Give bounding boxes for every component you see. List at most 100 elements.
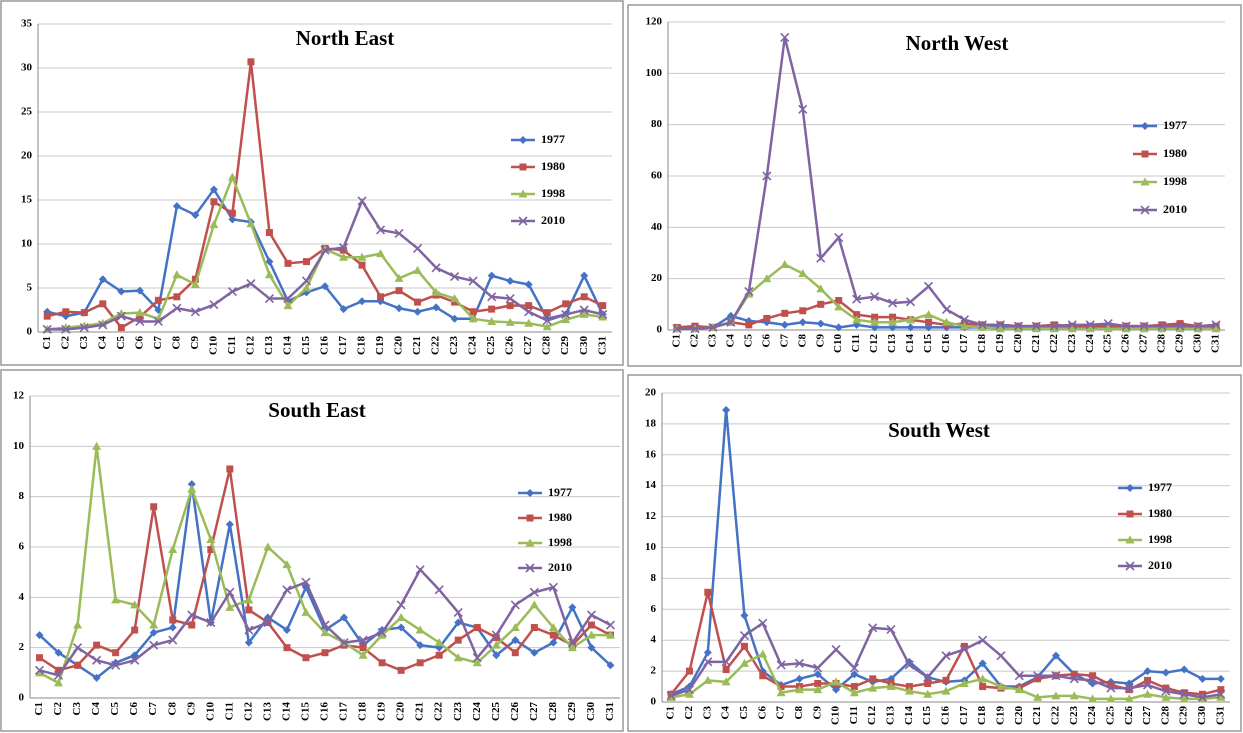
marker bbox=[135, 316, 145, 327]
x-tick-label: C8 bbox=[166, 702, 178, 716]
marker bbox=[586, 610, 597, 620]
marker bbox=[518, 189, 528, 198]
marker bbox=[245, 606, 253, 614]
marker bbox=[416, 659, 424, 667]
marker bbox=[1143, 667, 1152, 676]
chart-panel: 0 2 4 6 8 10 12 14 16 18 20 C1 C2 C3 C4 C5 C6 C7 C8 C9 C10 C1… bbox=[627, 374, 1242, 732]
x-tick-label: C22 bbox=[1048, 334, 1060, 353]
x-tick-label: C2 bbox=[688, 334, 700, 348]
chart-panel: 0 2 4 6 8 10 12 C1 C2 C3 C4 C5 C6 C7 C8 C9 C10 C11 C12 C13 C… bbox=[0, 369, 624, 732]
marker bbox=[130, 655, 140, 665]
marker bbox=[487, 271, 496, 280]
marker bbox=[247, 58, 255, 66]
marker bbox=[98, 275, 107, 284]
legend-label: 1998 bbox=[1163, 174, 1187, 188]
x-tick-label: C21 bbox=[1031, 706, 1043, 725]
x-tick-label: C28 bbox=[547, 702, 559, 721]
legend-label: 1977 bbox=[541, 132, 565, 146]
marker bbox=[813, 670, 822, 679]
marker bbox=[942, 676, 950, 684]
x-tick-label: C13 bbox=[263, 336, 275, 355]
marker bbox=[450, 271, 460, 282]
marker bbox=[92, 655, 102, 665]
marker bbox=[130, 600, 140, 609]
x-tick-label: C24 bbox=[1086, 706, 1098, 725]
x-tick-label: C27 bbox=[522, 336, 534, 355]
marker bbox=[227, 286, 237, 297]
marker bbox=[302, 258, 310, 266]
marker bbox=[168, 545, 178, 554]
marker bbox=[1049, 324, 1059, 333]
marker bbox=[149, 640, 159, 650]
legend-label: 2010 bbox=[548, 560, 572, 574]
marker bbox=[780, 260, 790, 269]
x-tick-label: C12 bbox=[868, 334, 880, 353]
marker bbox=[942, 317, 951, 326]
marker bbox=[923, 672, 933, 682]
marker bbox=[587, 621, 595, 629]
marker bbox=[816, 253, 826, 263]
marker bbox=[816, 319, 825, 328]
x-tick-label: C14 bbox=[903, 706, 915, 725]
x-tick-label: C30 bbox=[585, 702, 597, 721]
marker bbox=[813, 663, 823, 673]
marker bbox=[777, 683, 785, 691]
marker bbox=[798, 318, 807, 327]
marker bbox=[320, 245, 330, 255]
marker bbox=[996, 651, 1006, 661]
marker bbox=[34, 665, 45, 675]
marker bbox=[1070, 670, 1078, 678]
marker bbox=[888, 298, 898, 308]
x-tick-label: C30 bbox=[1192, 334, 1204, 353]
x-tick-label: C29 bbox=[1174, 334, 1186, 353]
marker bbox=[340, 246, 348, 254]
chart-title: South East bbox=[268, 398, 365, 422]
marker bbox=[472, 658, 482, 667]
x-tick-label: C17 bbox=[337, 336, 349, 355]
legend-label: 1980 bbox=[541, 159, 565, 173]
marker bbox=[487, 292, 497, 302]
marker bbox=[758, 618, 768, 628]
y-tick-label: 60 bbox=[651, 170, 663, 182]
marker bbox=[510, 600, 520, 610]
marker bbox=[358, 297, 367, 306]
marker bbox=[704, 588, 712, 596]
marker bbox=[1175, 321, 1185, 331]
x-tick-label: C6 bbox=[133, 336, 145, 350]
x-tick-label: C5 bbox=[742, 334, 754, 348]
marker bbox=[814, 679, 822, 687]
marker bbox=[721, 677, 731, 686]
marker bbox=[191, 275, 199, 283]
marker bbox=[246, 219, 256, 228]
marker bbox=[762, 171, 772, 181]
marker bbox=[209, 185, 218, 194]
marker bbox=[978, 674, 988, 683]
marker bbox=[207, 546, 215, 554]
marker bbox=[301, 607, 311, 616]
marker bbox=[519, 163, 527, 171]
marker bbox=[832, 685, 841, 694]
marker bbox=[116, 311, 126, 321]
marker bbox=[871, 313, 879, 321]
marker bbox=[525, 563, 535, 573]
marker bbox=[868, 623, 878, 633]
x-tick-label: C12 bbox=[242, 702, 254, 721]
marker bbox=[744, 286, 754, 297]
marker bbox=[225, 602, 235, 611]
marker bbox=[925, 318, 933, 326]
marker bbox=[1216, 692, 1226, 701]
marker bbox=[395, 287, 403, 295]
marker bbox=[561, 309, 571, 319]
marker bbox=[283, 301, 293, 310]
marker bbox=[1179, 689, 1189, 699]
marker bbox=[434, 638, 444, 647]
marker bbox=[505, 317, 515, 326]
marker bbox=[394, 228, 404, 239]
marker bbox=[283, 293, 293, 304]
marker bbox=[598, 309, 608, 319]
marker bbox=[454, 636, 462, 644]
marker bbox=[1033, 671, 1043, 681]
marker bbox=[1161, 692, 1171, 701]
x-tick-label: C9 bbox=[185, 702, 197, 716]
marker bbox=[506, 302, 514, 310]
